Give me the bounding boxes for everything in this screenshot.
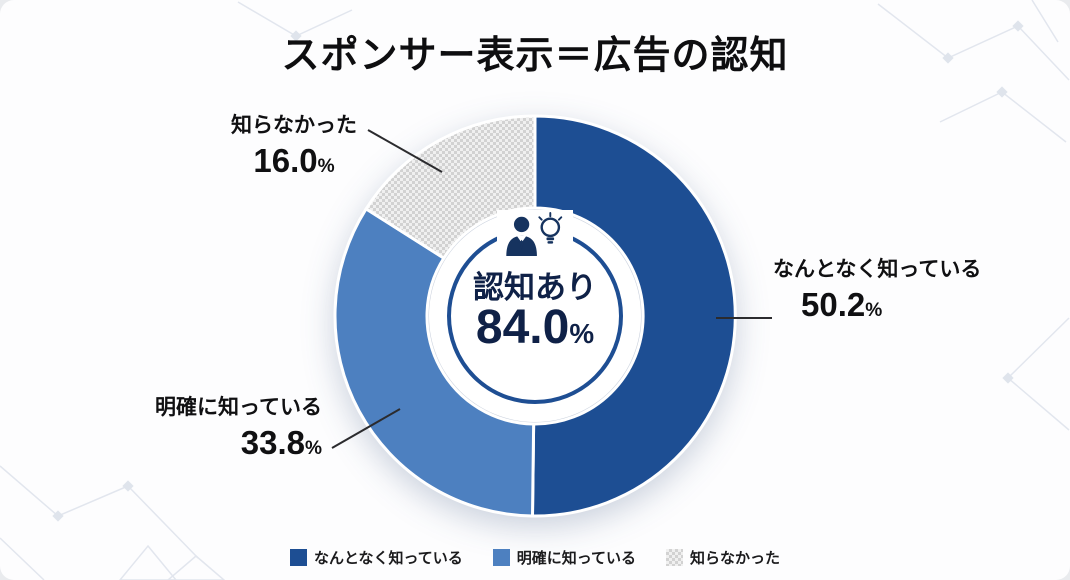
callout-label: 明確に知っている xyxy=(155,396,322,419)
legend-label: なんとなく知っている xyxy=(313,550,463,567)
legend-swatch-mid-blue xyxy=(492,549,510,566)
legend-label: 明確に知っている xyxy=(516,550,637,567)
callout-did-not-know: 知らなかった 16.0% xyxy=(218,114,370,180)
center-value-unit: % xyxy=(569,318,595,349)
legend-swatch-dark-blue xyxy=(289,549,307,566)
callout-value: 16.0% xyxy=(253,142,335,180)
legend-swatch-gray-pattern xyxy=(666,549,684,566)
center-awareness-label: 認知あり xyxy=(473,270,597,305)
callout-value: 50.2% xyxy=(801,286,883,324)
center-value-number: 84.0 xyxy=(475,301,570,354)
donut-segment-0 xyxy=(530,114,737,518)
callout-label: 知らなかった xyxy=(231,114,357,137)
callout-value: 33.8% xyxy=(240,424,322,462)
callout-clearly-know: 明確に知っている 33.8% xyxy=(138,396,322,462)
person-lightbulb-icon xyxy=(497,210,573,258)
callout-label: なんとなく知っている xyxy=(773,258,982,281)
chart-legend: なんとなく知っている 明確に知っている 知らなかった xyxy=(0,547,1070,568)
legend-item-clearly-know: 明確に知っている xyxy=(492,547,637,568)
legend-item-did-not-know: 知らなかった xyxy=(666,547,780,568)
page-title: スポンサー表示＝広告の認知 xyxy=(281,35,789,77)
legend-label: 知らなかった xyxy=(690,550,781,567)
center-awareness-value: 84.0% xyxy=(427,300,643,355)
legend-item-somewhat-know: なんとなく知っている xyxy=(289,547,463,568)
callout-somewhat-know: なんとなく知っている 50.2% xyxy=(773,258,1005,324)
